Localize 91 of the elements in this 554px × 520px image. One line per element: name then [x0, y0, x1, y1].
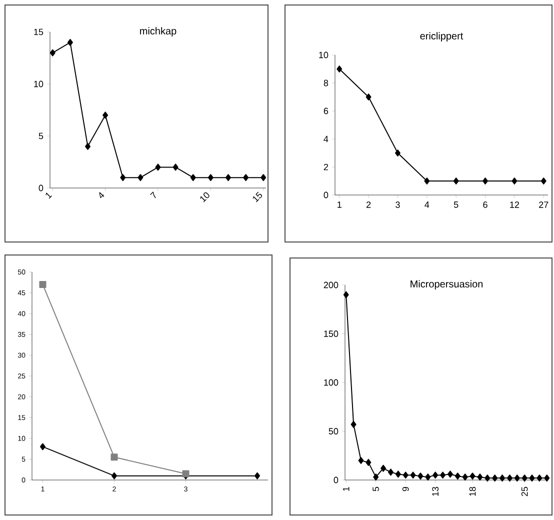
point — [102, 112, 108, 119]
x-tick-label: 1 — [46, 192, 52, 199]
chart-title: Micropersuasion — [410, 280, 483, 290]
point — [366, 458, 372, 466]
point — [410, 472, 416, 479]
point — [462, 474, 468, 481]
point — [477, 474, 483, 481]
point — [190, 174, 196, 182]
point — [540, 178, 546, 184]
point — [522, 474, 528, 482]
point — [432, 472, 438, 479]
point — [40, 443, 46, 450]
y-tick-label: 0 — [334, 476, 338, 484]
x-tick-label: 4 — [99, 192, 104, 198]
y-tick-label: 2 — [324, 164, 328, 170]
point — [373, 474, 379, 481]
x-tick-label: 7 — [150, 192, 156, 198]
point — [120, 174, 126, 182]
point — [172, 164, 178, 171]
point — [500, 474, 506, 482]
x-tick-label: 10 — [200, 192, 210, 202]
x-tick-label: 25 — [521, 486, 528, 496]
point — [388, 468, 394, 476]
y-tick-label: 6 — [324, 108, 328, 114]
point — [544, 474, 550, 482]
point — [447, 470, 453, 478]
point — [402, 472, 408, 479]
point — [380, 464, 386, 472]
point — [424, 178, 430, 184]
point — [492, 474, 498, 482]
y-tick-label: 150 — [324, 330, 338, 337]
point — [418, 472, 424, 480]
point — [85, 142, 91, 150]
x-tick-label: 1 — [343, 486, 350, 491]
y-tick-label: 8 — [324, 80, 328, 86]
y-tick-label: 100 — [324, 379, 338, 386]
y-tick-label: 0 — [38, 184, 44, 192]
x-tick-label: 27 — [539, 202, 548, 208]
point — [484, 474, 490, 482]
point — [208, 174, 214, 182]
point — [395, 470, 401, 478]
point — [110, 454, 118, 461]
y-tick-label: 10 — [34, 80, 44, 88]
point — [225, 174, 231, 182]
point — [394, 149, 400, 156]
point — [514, 474, 520, 482]
point — [336, 65, 342, 72]
point — [453, 178, 459, 184]
x-tick-label: 5 — [372, 486, 380, 492]
point — [350, 420, 356, 428]
point — [260, 174, 266, 182]
x-tick-label: 18 — [469, 486, 476, 496]
y-tick-label: 15 — [34, 28, 44, 36]
chart-title: ericlippert — [420, 32, 464, 42]
point — [111, 472, 117, 480]
x-tick-label: 2 — [366, 202, 371, 208]
point — [529, 474, 535, 482]
point — [67, 38, 73, 46]
x-tick-label: 5 — [454, 202, 458, 208]
x-tick-label: 15 — [252, 192, 262, 202]
x-tick-label: 6 — [483, 202, 488, 208]
point — [536, 474, 542, 482]
point — [343, 291, 349, 298]
y-tick-label: 50 — [328, 428, 338, 434]
point — [358, 457, 364, 464]
y-tick-label: 200 — [324, 282, 338, 288]
point — [254, 472, 260, 480]
point — [138, 174, 144, 182]
point — [512, 178, 518, 184]
y-tick-label: 10 — [319, 52, 328, 58]
point — [155, 164, 161, 171]
chart-title: michkap — [140, 27, 176, 36]
x-tick-label: 4 — [424, 202, 430, 208]
point — [506, 474, 512, 482]
y-tick-label: 4 — [324, 136, 328, 142]
point — [470, 472, 476, 480]
point — [50, 49, 56, 56]
x-tick-label: 13 — [432, 486, 439, 496]
x-tick-label: 1 — [338, 202, 342, 208]
point — [243, 174, 249, 182]
y-tick-label: 0 — [324, 192, 328, 198]
x-tick-label: 3 — [396, 202, 400, 208]
point — [454, 472, 460, 480]
point — [366, 94, 372, 100]
point — [482, 178, 488, 184]
y-tick-label: 5 — [38, 132, 44, 140]
x-tick-label: 12 — [510, 202, 519, 208]
x-tick-label: 9 — [402, 486, 409, 492]
point — [425, 474, 431, 481]
point — [39, 280, 46, 288]
point — [440, 472, 446, 479]
